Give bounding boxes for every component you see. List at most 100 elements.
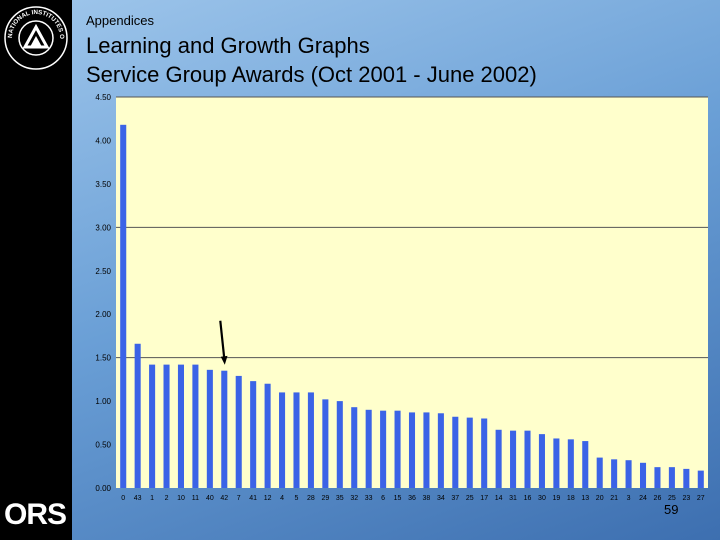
x-tick-label: 2 [165,495,169,502]
x-tick-label: 12 [264,495,272,502]
x-tick-label: 7 [237,495,241,502]
y-tick-label: 3.50 [95,180,111,189]
svg-text:NATIONAL INSTITUTES OF HEALTH: NATIONAL INSTITUTES OF HEALTH [3,5,65,39]
x-tick-label: 33 [365,495,373,502]
x-tick-label: 25 [466,495,474,502]
y-tick-label: 0.00 [95,484,111,493]
bar [380,410,387,488]
bar [437,413,444,488]
bar [250,381,257,488]
bar [293,392,300,488]
y-tick-label: 1.00 [95,397,111,406]
bar [149,364,156,488]
y-tick-label: 2.00 [95,310,111,319]
x-tick-label: 20 [596,495,604,502]
x-tick-label: 17 [480,495,488,502]
x-tick-label: 11 [192,495,199,502]
x-tick-label: 13 [581,495,589,502]
nih-seal-logo: NATIONAL INSTITUTES OF HEALTH [3,5,68,70]
y-tick-label: 4.00 [95,136,111,145]
y-tick-label: 4.50 [95,93,111,102]
bar [683,468,690,488]
bar [582,441,589,488]
bar [279,392,286,488]
bar [365,409,372,488]
bar [221,370,228,488]
y-tick-label: 1.50 [95,354,111,363]
bar [120,124,127,489]
bar [466,417,473,488]
x-tick-label: 27 [697,495,705,502]
x-tick-label: 16 [524,495,532,502]
x-tick-label: 40 [206,495,214,502]
x-tick-label: 42 [220,495,228,502]
x-tick-label: 19 [552,495,560,502]
bar [336,401,343,488]
x-tick-label: 10 [177,495,185,502]
x-tick-label: 29 [321,495,329,502]
slide-title: Learning and Growth Graphs Service Group… [86,31,537,89]
bar [596,457,603,488]
page-number: 59 [664,502,679,517]
bar [567,439,574,488]
x-tick-label: 34 [437,495,445,502]
x-tick-label: 18 [567,495,575,502]
x-tick-label: 0 [121,495,125,502]
bar [611,459,618,488]
bar [163,364,170,488]
bar [495,429,502,488]
bar [351,407,358,488]
x-tick-label: 25 [668,495,676,502]
y-tick-label: 0.50 [95,441,111,450]
annotation-arrow [219,320,228,365]
x-tick-label: 21 [610,495,618,502]
seal-text: NATIONAL INSTITUTES OF HEALTH [3,5,65,39]
bar [481,418,488,488]
x-tick-label: 36 [408,495,416,502]
x-tick-label: 4 [280,495,284,502]
title-line-1: Learning and Growth Graphs [86,33,370,58]
x-tick-label: 24 [639,495,647,502]
bar [452,416,459,488]
x-tick-label: 6 [381,495,385,502]
bar [538,434,545,488]
bar [524,430,531,488]
y-tick-label: 3.00 [95,223,111,232]
title-line-2: Service Group Awards (Oct 2001 - June 20… [86,62,537,87]
bar-chart: 0.00 0.50 1.00 1.50 2.00 2.50 3.00 3.50 4.00 4.50… [95,93,708,502]
x-tick-label: 41 [249,495,257,502]
x-tick-label: 32 [350,495,358,502]
x-tick-label: 3 [627,495,631,502]
bar [394,410,401,488]
bar [639,462,647,488]
y-tick-label: 2.50 [95,267,111,276]
bar [206,369,213,488]
bar [307,392,314,488]
x-tick-label: 31 [509,495,517,502]
bar [408,412,416,488]
x-tick-label: 5 [295,495,299,502]
bar [134,343,141,488]
sidebar: NATIONAL INSTITUTES OF HEALTH ORS [0,0,72,540]
x-tick-label: 35 [336,495,344,502]
x-tick-label: 15 [394,495,402,502]
bar [235,375,242,488]
x-tick-label: 26 [654,495,662,502]
bar [192,364,199,488]
bar [423,412,430,488]
x-tick-label: 1 [150,495,154,502]
x-tick-label: 23 [682,495,690,502]
bar [654,467,661,488]
bar [177,364,184,488]
ors-logo: ORS [4,498,67,531]
bar [668,467,675,488]
x-tick-label: 37 [451,495,459,502]
section-label: Appendices [86,13,154,28]
bar [264,383,271,488]
x-tick-label: 30 [538,495,546,502]
x-tick-label: 43 [134,495,142,502]
x-tick-label: 14 [495,495,503,502]
bar [553,438,560,488]
bar [322,399,329,488]
x-tick-label: 28 [307,495,315,502]
